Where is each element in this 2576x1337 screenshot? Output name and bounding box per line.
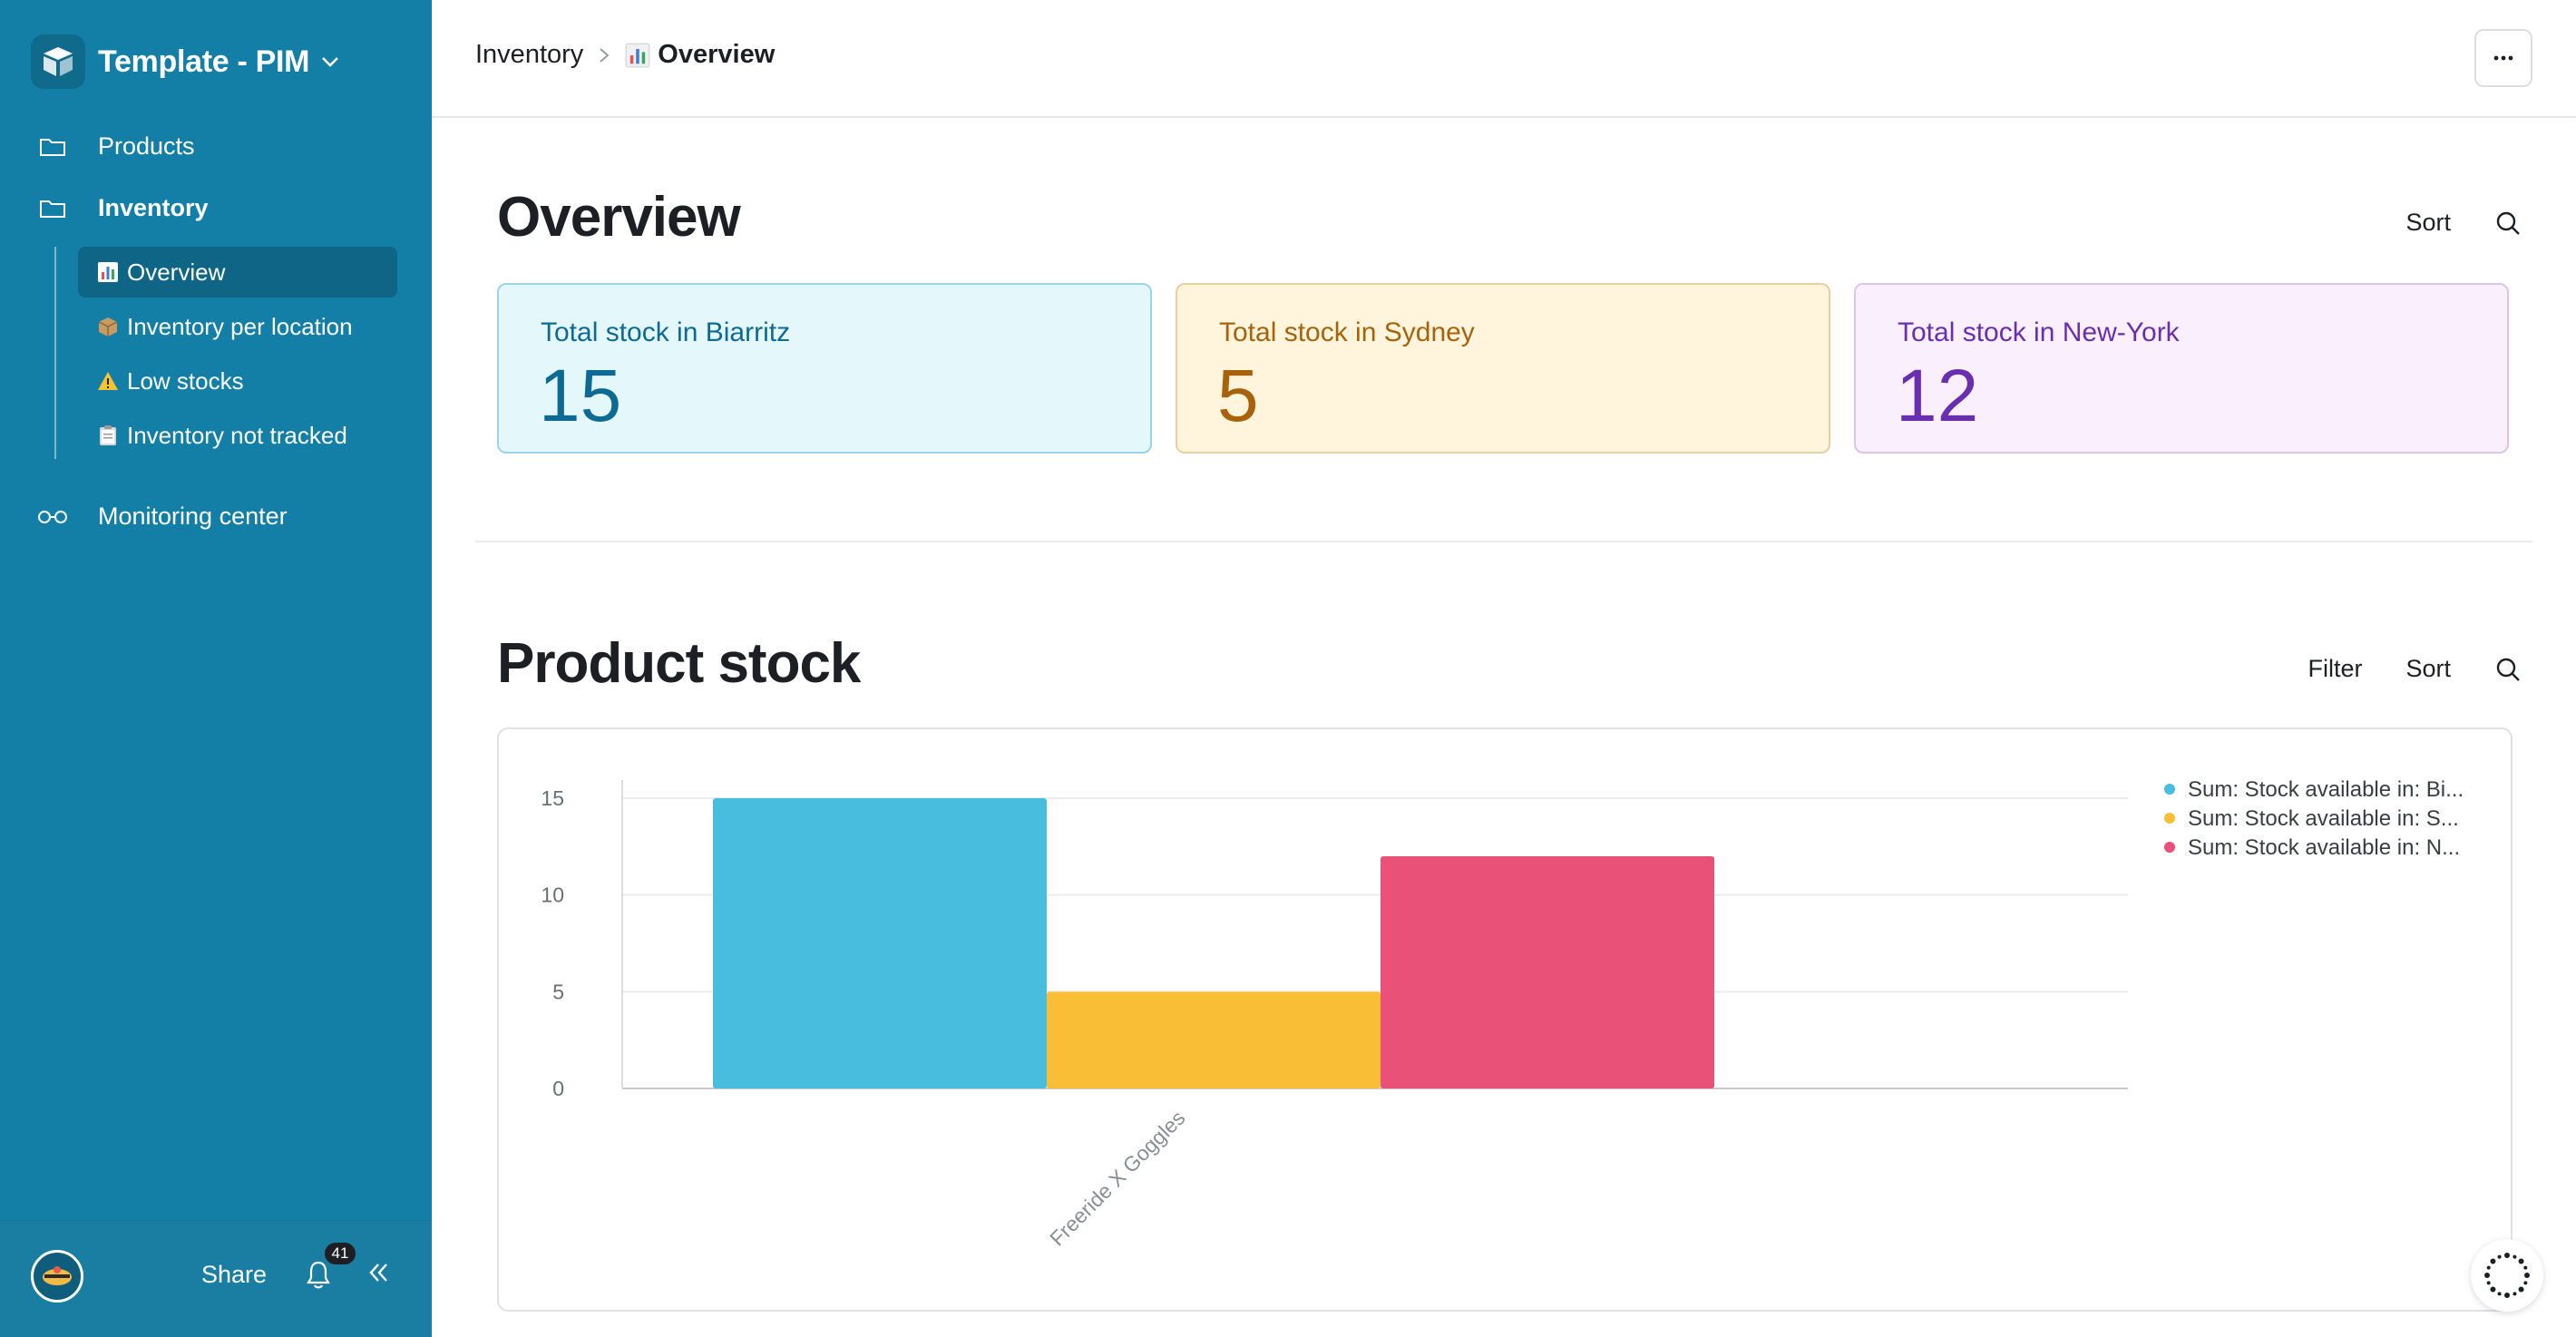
spinner-dot xyxy=(2490,1286,2496,1293)
spinner-dot xyxy=(2486,1265,2491,1270)
breadcrumb-parent-link[interactable]: Inventory xyxy=(475,40,584,69)
chart-card: 0 5 10 15 Freeride X Goggles Sum: Stock avail… xyxy=(497,727,2513,1312)
spinner-dot xyxy=(2513,1254,2517,1259)
legend-label: Sum: Stock available in: S... xyxy=(2188,806,2459,831)
sidebar-item-monitoring-center[interactable]: Monitoring center xyxy=(36,503,288,531)
breadcrumb-current: Overview xyxy=(658,40,776,69)
spinner-dot xyxy=(2518,1286,2524,1293)
ellipsis-icon xyxy=(2493,55,2513,61)
notification-count-badge: 41 xyxy=(325,1243,356,1264)
stat-card-new-york[interactable]: Total stock in New-York 12 xyxy=(1854,283,2509,454)
sort-button[interactable]: Sort xyxy=(2405,655,2451,682)
sidebar-item-label: Inventory not tracked xyxy=(127,421,347,449)
y-tick-label: 10 xyxy=(541,883,564,907)
product-stock-chart: 0 5 10 15 Freeride X Goggles Sum: Stock avail… xyxy=(541,777,2464,1251)
sidebar-item-label: Overview xyxy=(127,258,226,286)
bell-icon[interactable] xyxy=(305,1259,332,1294)
collapse-sidebar-icon[interactable] xyxy=(365,1259,392,1291)
more-options-button[interactable] xyxy=(2474,29,2532,87)
sidebar-item-label: Inventory xyxy=(98,194,209,221)
section-divider xyxy=(475,541,2532,542)
legend-swatch xyxy=(2164,813,2175,824)
sidebar-item-products[interactable]: Products xyxy=(36,132,195,161)
bar-chart-icon xyxy=(625,43,650,68)
app-logo-icon xyxy=(31,34,85,89)
legend-swatch xyxy=(2164,784,2175,795)
spinner-dot xyxy=(2484,1273,2490,1278)
breadcrumb: Inventory Overview xyxy=(475,40,775,70)
search-icon[interactable] xyxy=(2494,210,2522,237)
glasses-icon xyxy=(36,504,69,530)
sidebar-item-label: Inventory per location xyxy=(127,312,353,340)
overview-actions: Sort xyxy=(2362,209,2522,237)
stat-value: 12 xyxy=(1896,355,1979,437)
sidebar-item-inventory-not-tracked[interactable]: Inventory not tracked xyxy=(78,410,347,461)
chevron-right-icon xyxy=(598,46,610,64)
product-stock-title: Product stock xyxy=(497,632,861,695)
spinner-dot xyxy=(2523,1265,2528,1270)
product-stock-actions: Filter Sort xyxy=(2264,655,2522,683)
clipboard-icon xyxy=(96,424,120,447)
legend-label: Sum: Stock available in: N... xyxy=(2188,835,2460,860)
folder-icon xyxy=(36,134,69,160)
sidebar-item-label: Monitoring center xyxy=(98,503,288,530)
sidebar-item-low-stocks[interactable]: Low stocks xyxy=(78,356,244,406)
spinner-dot xyxy=(2524,1273,2530,1278)
bar xyxy=(1381,856,1714,1088)
y-tick-label: 5 xyxy=(552,980,564,1003)
package-icon xyxy=(96,315,120,338)
filter-button[interactable]: Filter xyxy=(2308,655,2363,682)
spinner-dot xyxy=(2486,1281,2491,1285)
spinner-dot xyxy=(2490,1258,2496,1264)
spinner-dot xyxy=(2497,1254,2502,1259)
search-icon[interactable] xyxy=(2494,656,2522,683)
stat-value: 5 xyxy=(1217,355,1259,437)
spinner-dot xyxy=(2504,1253,2510,1258)
sidebar-item-overview[interactable]: Overview xyxy=(78,247,397,298)
loading-spinner-icon xyxy=(2471,1239,2543,1312)
spinner-dot xyxy=(2513,1292,2517,1296)
stat-card-sydney[interactable]: Total stock in Sydney 5 xyxy=(1176,283,1830,454)
stat-label: Total stock in Biarritz xyxy=(541,317,791,347)
warning-icon xyxy=(96,369,120,393)
subnav-guide-line xyxy=(54,247,56,459)
legend-swatch xyxy=(2164,842,2175,853)
spinner-dot xyxy=(2497,1292,2502,1296)
sidebar-footer: Share 41 xyxy=(0,1220,432,1337)
stat-card-biarritz[interactable]: Total stock in Biarritz 15 xyxy=(497,283,1152,454)
sidebar-item-inventory-per-location[interactable]: Inventory per location xyxy=(78,301,353,352)
spinner-dot xyxy=(2504,1293,2510,1298)
legend-label: Sum: Stock available in: Bi... xyxy=(2188,777,2464,802)
y-tick-label: 0 xyxy=(552,1077,564,1100)
x-tick-label: Freeride X Goggles xyxy=(1045,1106,1189,1250)
bar xyxy=(713,798,1047,1088)
sidebar-item-label: Low stocks xyxy=(127,366,244,395)
chevron-down-icon xyxy=(320,55,340,68)
overview-title: Overview xyxy=(497,186,741,249)
folder-icon xyxy=(36,196,69,221)
sort-button[interactable]: Sort xyxy=(2405,209,2451,236)
stat-label: Total stock in Sydney xyxy=(1219,317,1475,347)
sidebar: Template - PIM Products Inventory Overvi… xyxy=(0,0,432,1337)
sidebar-item-label: Products xyxy=(98,132,195,160)
stat-value: 15 xyxy=(539,355,622,437)
spinner-dot xyxy=(2523,1281,2528,1285)
spinner-dot xyxy=(2518,1258,2524,1264)
avatar[interactable] xyxy=(31,1250,83,1303)
y-tick-label: 15 xyxy=(541,786,564,810)
stat-label: Total stock in New-York xyxy=(1898,317,2180,347)
bar-chart-icon xyxy=(96,260,120,284)
sidebar-item-inventory[interactable]: Inventory xyxy=(36,194,209,222)
workspace-title: Template - PIM xyxy=(98,44,310,79)
share-button[interactable]: Share xyxy=(201,1261,268,1288)
top-bar: Inventory Overview xyxy=(432,0,2576,118)
workspace-switcher[interactable]: Template - PIM xyxy=(31,34,340,89)
bar xyxy=(1047,991,1381,1088)
